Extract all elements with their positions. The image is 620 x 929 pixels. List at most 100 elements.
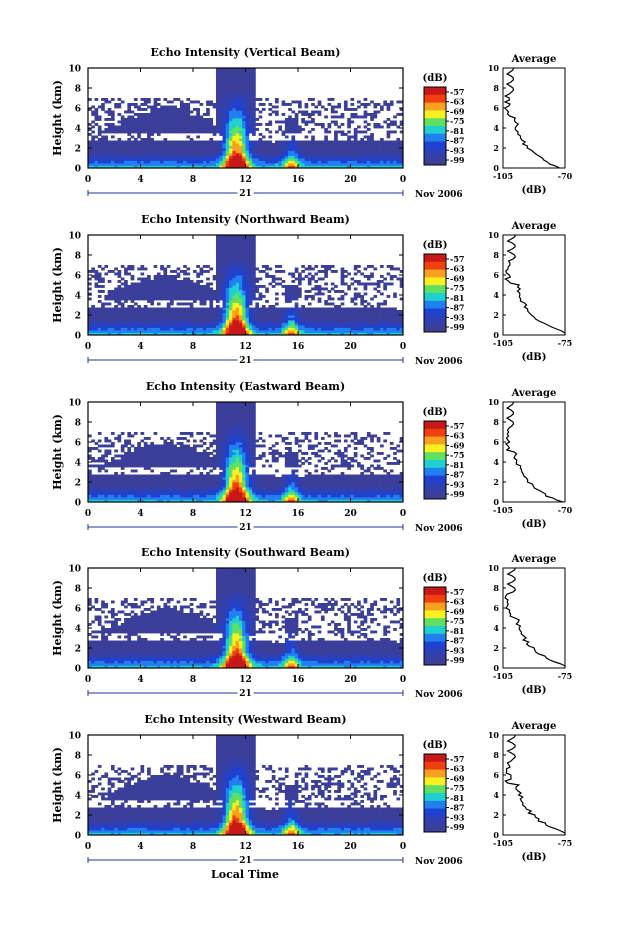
echo-cell xyxy=(193,439,197,443)
echo-cell xyxy=(97,148,102,151)
echo-cell xyxy=(173,277,177,281)
echo-cell xyxy=(153,148,158,151)
echo-cell xyxy=(107,302,112,306)
echo-cell xyxy=(88,155,92,159)
echo-cell xyxy=(219,105,223,109)
echo-cell xyxy=(238,260,243,263)
echo-cell xyxy=(173,163,177,166)
echo-cell xyxy=(186,320,191,323)
echo-cell xyxy=(373,148,378,151)
echo-cell xyxy=(373,295,378,298)
echo-cell xyxy=(212,105,217,109)
echo-cell xyxy=(150,300,155,303)
echo-cell xyxy=(199,300,204,303)
echo-cell xyxy=(150,155,155,159)
echo-cell xyxy=(196,325,200,328)
echo-cell xyxy=(258,143,263,146)
echo-cell xyxy=(363,315,368,318)
echo-cell xyxy=(137,457,141,460)
echo-cell xyxy=(94,312,99,316)
echo-cell xyxy=(114,449,118,453)
echo-cell xyxy=(143,282,148,286)
echo-cell xyxy=(373,115,378,119)
echo-cell xyxy=(238,103,243,106)
echo-cell xyxy=(370,265,374,268)
echo-cell xyxy=(110,322,115,326)
echo-cell xyxy=(376,317,381,321)
echo-cell xyxy=(215,120,220,124)
echo-cell xyxy=(281,330,286,333)
echo-cell xyxy=(294,148,299,151)
echo-cell xyxy=(160,145,164,149)
echo-cell xyxy=(353,163,358,166)
echo-cell xyxy=(225,120,230,124)
echo-cell xyxy=(284,128,289,131)
echo-cell xyxy=(235,93,240,96)
echo-cell xyxy=(183,285,187,288)
echo-cell xyxy=(350,98,355,101)
echo-cell xyxy=(94,113,99,116)
echo-cell xyxy=(255,322,260,326)
echo-cell xyxy=(232,115,237,119)
echo-cell xyxy=(275,100,279,104)
echo-cell xyxy=(133,317,138,321)
echo-cell xyxy=(196,315,200,318)
echo-cell xyxy=(163,125,168,129)
echo-cell xyxy=(255,158,260,161)
echo-cell xyxy=(114,437,118,440)
echo-cell xyxy=(110,130,115,134)
echo-cell xyxy=(179,145,184,149)
echo-cell xyxy=(186,113,191,116)
echo-cell xyxy=(140,484,145,488)
echo-cell xyxy=(304,158,309,161)
echo-cell xyxy=(304,123,309,126)
echo-cell xyxy=(265,312,269,316)
echo-cell xyxy=(396,160,401,164)
echo-cell xyxy=(127,292,132,296)
echo-cell xyxy=(215,125,220,129)
echo-cell xyxy=(238,165,243,168)
echo-cell xyxy=(137,307,141,311)
echo-cell xyxy=(235,163,240,166)
echo-cell xyxy=(91,310,95,313)
echo-cell xyxy=(199,123,204,126)
echo-cell xyxy=(110,494,115,498)
echo-cell xyxy=(215,245,220,248)
echo-cell xyxy=(196,297,200,301)
echo-cell xyxy=(179,320,184,323)
panel-title: Echo Intensity (Vertical Beam) xyxy=(150,46,340,59)
echo-cell xyxy=(94,270,99,273)
echo-cell xyxy=(150,302,155,306)
echo-cell xyxy=(130,160,135,164)
echo-cell xyxy=(363,267,368,271)
echo-cell xyxy=(281,130,286,134)
echo-cell xyxy=(153,143,158,146)
echo-cell xyxy=(156,282,161,286)
echo-cell xyxy=(163,327,168,331)
echo-cell xyxy=(304,105,309,109)
echo-cell xyxy=(258,138,263,141)
echo-cell xyxy=(215,105,220,109)
echo-cell xyxy=(281,320,286,323)
echo-cell xyxy=(124,292,128,296)
echo-cell xyxy=(229,88,233,91)
echo-cell xyxy=(173,98,177,101)
echo-cell xyxy=(163,439,168,443)
echo-cell xyxy=(314,317,319,321)
colorbar-tick-label: -87 xyxy=(450,136,464,146)
echo-cell xyxy=(179,315,184,318)
echo-cell xyxy=(389,277,394,281)
echo-cell xyxy=(107,462,112,465)
echo-cell xyxy=(173,457,177,460)
echo-cell xyxy=(327,103,332,106)
echo-cell xyxy=(110,492,115,495)
echo-cell xyxy=(140,297,145,301)
echo-cell xyxy=(252,150,256,154)
echo-cell xyxy=(386,123,391,126)
echo-cell xyxy=(97,499,102,502)
echo-cell xyxy=(363,275,368,278)
echo-cell xyxy=(215,148,220,151)
echo-cell xyxy=(202,330,207,333)
echo-cell xyxy=(340,158,345,161)
echo-cell xyxy=(183,482,187,485)
